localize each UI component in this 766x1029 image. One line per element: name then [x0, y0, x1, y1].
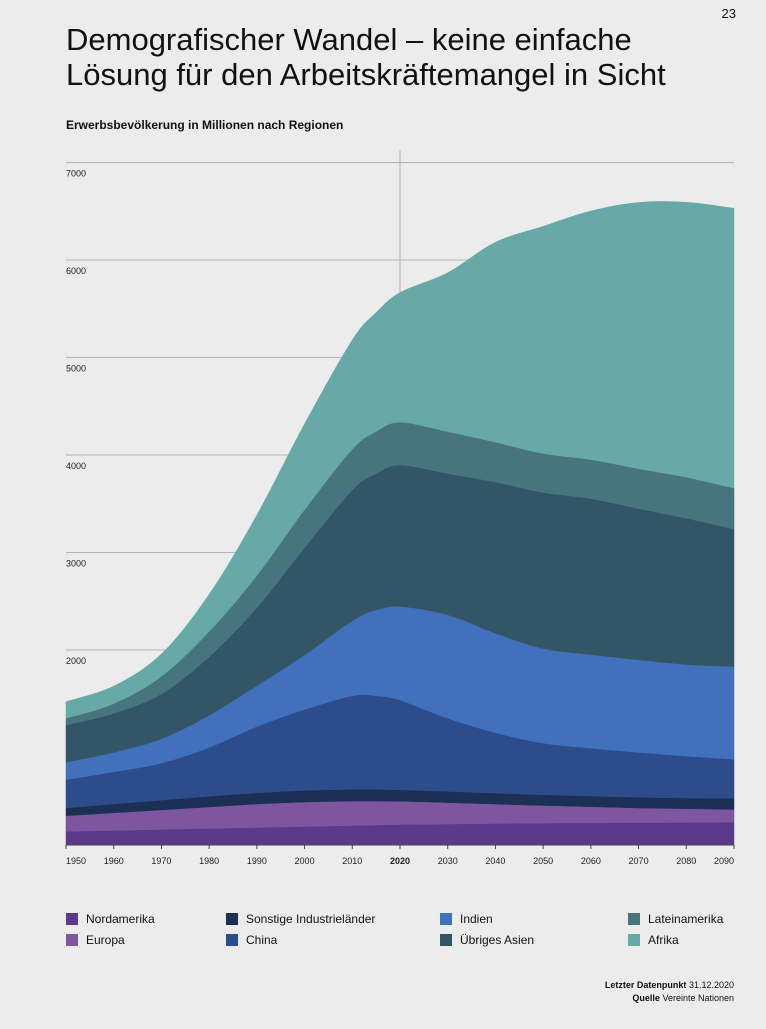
legend-swatch-lateinamerika: [628, 913, 640, 925]
x-tick-label-1950: 1950: [66, 856, 86, 866]
legend-swatch-nordamerika: [66, 913, 78, 925]
y-tick-label-6000: 6000: [66, 266, 86, 276]
legend-item-europa: Europa: [66, 933, 125, 947]
title-line-1: Demografischer Wandel – keine einfache: [66, 22, 632, 57]
legend-swatch-indien: [440, 913, 452, 925]
legend-item-china: China: [226, 933, 277, 947]
y-tick-label-7000: 7000: [66, 169, 86, 179]
legend-swatch-europa: [66, 934, 78, 946]
legend-label: Nordamerika: [86, 912, 155, 926]
legend-item-indien: Indien: [440, 912, 493, 926]
x-tick-label-2090: 2090: [714, 856, 734, 866]
area-afrika: [65, 201, 735, 719]
legend-label: China: [246, 933, 278, 947]
x-tick-label-2070: 2070: [629, 856, 649, 866]
legend-swatch-afrika: [628, 934, 640, 946]
legend-label: Indien: [460, 912, 493, 926]
last-datapoint-note: Letzter Datenpunkt 31.12.2020: [604, 980, 734, 990]
legend-label: Afrika: [648, 933, 679, 947]
page-number: 23: [721, 6, 736, 21]
y-tick-label-2000: 2000: [66, 656, 86, 666]
legend-swatch-china: [226, 934, 238, 946]
x-tick-label-2040: 2040: [485, 856, 505, 866]
legend-label: Übriges Asien: [460, 933, 535, 947]
legend-label: Europa: [86, 933, 125, 947]
chart-footer: Letzter Datenpunkt 31.12.2020 Quelle Ver…: [605, 979, 734, 1005]
x-tick-label-2020: 2020: [390, 856, 410, 866]
x-tick-label-1990: 1990: [247, 856, 267, 866]
x-tick-label-2000: 2000: [295, 856, 315, 866]
y-tick-label-3000: 3000: [66, 559, 86, 569]
chart-title: Erwerbsbevölkerung in Millionen nach Reg…: [66, 118, 344, 132]
legend-label: Sonstige Industrieländer: [246, 912, 376, 926]
x-tick-label-2030: 2030: [438, 856, 458, 866]
title-line-2: Lösung für den Arbeitskräftemangel in Si…: [66, 57, 666, 93]
legend-item-afrika: Afrika: [628, 933, 679, 947]
x-tick-label-2060: 2060: [581, 856, 601, 866]
legend-swatch-sonstige-industrielaender: [226, 913, 238, 925]
y-tick-label-5000: 5000: [66, 364, 86, 374]
stacked-area-chart: 2000 3000 4000 5000 6000 7000 1950 1960 1970 1980…: [65, 150, 735, 866]
x-tick-label-1960: 1960: [104, 856, 124, 866]
x-tick-label-2050: 2050: [533, 856, 553, 866]
legend-item-lateinamerika: Lateinamerika: [628, 912, 723, 926]
legend-swatch-uebriges-asien: [440, 934, 452, 946]
x-tick-label-1980: 1980: [199, 856, 219, 866]
x-tick-label-2080: 2080: [676, 856, 696, 866]
legend-item-nordamerika: Nordamerika: [66, 912, 155, 926]
x-tick-label-2010: 2010: [342, 856, 362, 866]
source-note: Quelle Vereinte Nationen: [632, 993, 734, 1004]
legend-label: Lateinamerika: [648, 912, 724, 926]
legend-item-uebriges-asien: Übriges Asien: [440, 933, 534, 947]
page-title: Demografischer Wandel – keine einfache L…: [66, 22, 746, 93]
legend-item-sonstige-industrielaender: Sonstige Industrieländer: [226, 912, 375, 926]
x-tick-label-1970: 1970: [151, 856, 171, 866]
y-tick-label-4000: 4000: [66, 461, 86, 471]
